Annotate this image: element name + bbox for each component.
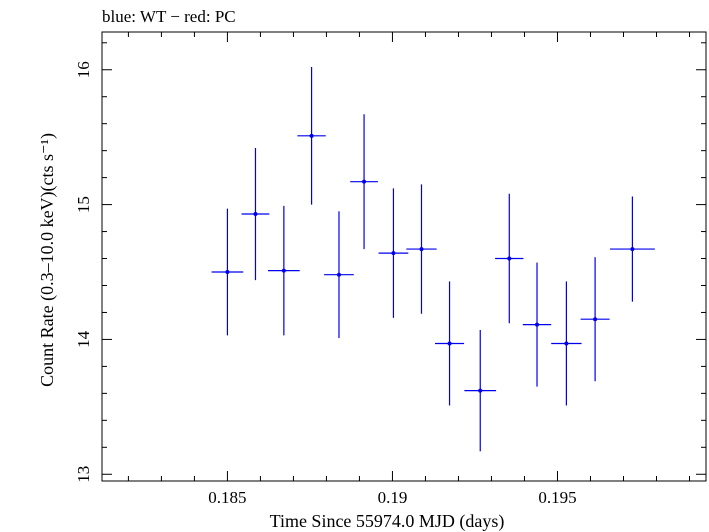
y-tick-label: 13 bbox=[74, 466, 93, 483]
y-axis-label: Count Rate (0.3–10.0 keV)(cts s⁻¹) bbox=[37, 133, 58, 387]
point-marker bbox=[507, 256, 512, 261]
data-points bbox=[211, 67, 655, 452]
data-point bbox=[464, 329, 497, 452]
chart-title: blue: WT − red: PC bbox=[102, 7, 236, 26]
y-tick-label: 15 bbox=[74, 196, 93, 213]
data-point bbox=[580, 257, 610, 382]
data-point bbox=[406, 184, 437, 314]
point-marker bbox=[535, 322, 540, 327]
point-marker bbox=[281, 268, 286, 273]
point-marker bbox=[253, 212, 258, 217]
y-axis-ticks: 13 14 15 16 bbox=[74, 42, 706, 483]
point-marker bbox=[419, 247, 424, 252]
y-tick-label: 16 bbox=[74, 61, 93, 78]
data-point bbox=[268, 205, 300, 336]
point-marker bbox=[630, 247, 635, 252]
data-point bbox=[522, 262, 552, 387]
data-point bbox=[350, 114, 378, 250]
point-marker bbox=[593, 317, 598, 322]
data-point bbox=[211, 208, 244, 336]
data-point bbox=[551, 281, 582, 406]
point-marker bbox=[564, 341, 569, 346]
data-point bbox=[241, 147, 270, 281]
data-point bbox=[435, 281, 465, 406]
point-marker bbox=[309, 133, 314, 138]
point-marker bbox=[362, 179, 367, 184]
point-marker bbox=[447, 341, 452, 346]
data-point bbox=[297, 67, 326, 205]
point-marker bbox=[225, 270, 230, 275]
point-marker bbox=[478, 388, 483, 393]
point-marker bbox=[336, 272, 341, 277]
data-point bbox=[324, 211, 354, 339]
x-tick-label: 0.195 bbox=[538, 488, 576, 507]
x-tick-label: 0.185 bbox=[208, 488, 246, 507]
x-tick-label: 0.19 bbox=[378, 488, 408, 507]
point-marker bbox=[391, 251, 396, 256]
data-point bbox=[495, 193, 524, 324]
x-axis-ticks: 0.185 0.19 0.195 bbox=[127, 32, 690, 507]
x-axis-label: Time Since 55974.0 MJD (days) bbox=[270, 511, 505, 532]
y-tick-label: 14 bbox=[74, 330, 93, 348]
data-point bbox=[378, 188, 409, 318]
data-point bbox=[609, 196, 655, 302]
plot-frame bbox=[101, 31, 707, 482]
